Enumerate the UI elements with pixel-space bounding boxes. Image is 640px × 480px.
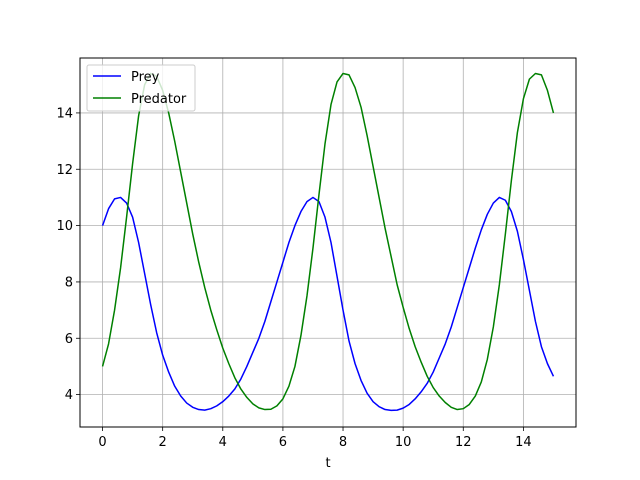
y-tick-label: 10 <box>56 219 73 234</box>
y-tick-label: 12 <box>56 163 73 178</box>
x-axis-ticks: 0 2 4 6 8 10 12 14 <box>98 427 532 450</box>
y-tick-label: 6 <box>65 332 73 347</box>
y-tick-label: 8 <box>65 275 73 290</box>
x-tick-label: 0 <box>98 435 106 450</box>
x-axis-label: t <box>325 456 330 471</box>
plot-area <box>80 58 576 427</box>
x-tick-label: 2 <box>159 435 167 450</box>
x-tick-label: 12 <box>455 435 472 450</box>
legend-label-prey: Prey <box>131 70 160 85</box>
series-line-predator <box>101 72 555 411</box>
legend-label-predator: Predator <box>131 92 187 107</box>
series-line-prey <box>101 196 555 412</box>
plot-frame <box>79 57 577 428</box>
y-tick-label: 4 <box>65 388 73 403</box>
y-tick-label: 14 <box>56 106 73 121</box>
y-axis-ticks: 4 6 8 10 12 14 <box>56 106 80 403</box>
series-lines <box>101 72 555 412</box>
x-tick-label: 14 <box>515 435 532 450</box>
x-tick-label: 8 <box>339 435 347 450</box>
x-tick-label: 6 <box>279 435 287 450</box>
grid <box>80 58 576 427</box>
x-tick-label: 4 <box>219 435 227 450</box>
legend: Prey Predator <box>86 64 196 112</box>
x-tick-label: 10 <box>395 435 412 450</box>
